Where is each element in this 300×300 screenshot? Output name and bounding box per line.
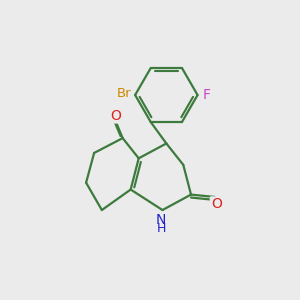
Text: Br: Br (116, 87, 131, 100)
Text: F: F (203, 88, 211, 102)
Text: N: N (156, 213, 166, 227)
Text: O: O (211, 197, 222, 212)
Text: O: O (110, 109, 121, 122)
Text: H: H (156, 222, 166, 235)
